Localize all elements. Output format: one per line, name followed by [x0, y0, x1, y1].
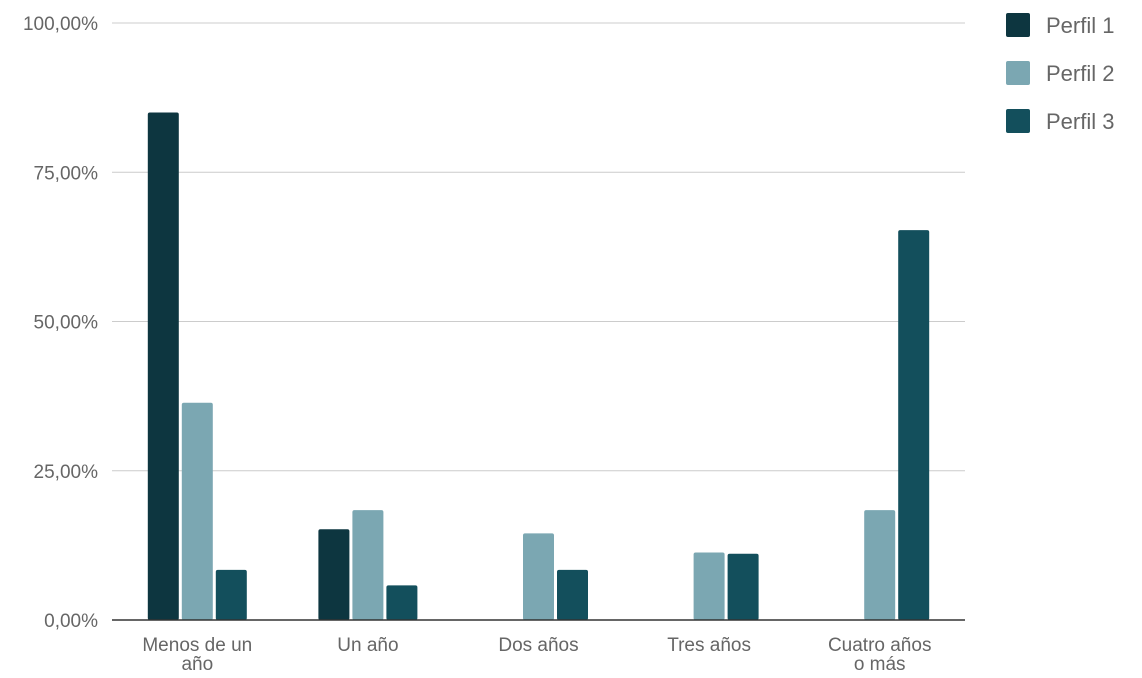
bars: [147, 112, 930, 621]
x-category-label: Tres años: [667, 635, 751, 656]
legend-swatch: [1006, 109, 1030, 133]
legend-label: Perfil 2: [1046, 61, 1114, 86]
bar-perfil-2-cat-1: [352, 510, 384, 620]
bar-perfil-3-cat-0: [215, 569, 247, 620]
legend-swatch: [1006, 61, 1030, 85]
x-category-label: Menos de un año: [142, 635, 252, 675]
y-tick-label: 25,00%: [34, 462, 99, 483]
x-axis-labels: Menos de un año Un año Dos años Tres años Cua…: [142, 635, 931, 675]
y-tick-label: 0,00%: [44, 611, 98, 632]
x-category-label-line: año: [181, 654, 213, 675]
bar-perfil-2-cat-0: [181, 402, 213, 620]
y-axis-ticks: 0,00% 25,00% 50,00% 75,00% 100,00%: [23, 14, 98, 632]
bar-perfil-3-cat-1: [386, 585, 418, 620]
bar-perfil-2-cat-4: [864, 510, 896, 620]
x-category-label-line: Cuatro años: [828, 635, 932, 656]
bar-perfil-1-cat-1: [318, 529, 350, 620]
legend-label: Perfil 1: [1046, 13, 1114, 38]
bar-perfil-3-cat-4: [898, 230, 930, 620]
x-category-label: Un año: [337, 635, 398, 656]
y-tick-label: 75,00%: [34, 163, 99, 184]
legend-swatch: [1006, 13, 1030, 37]
legend-label: Perfil 3: [1046, 109, 1114, 134]
y-tick-label: 100,00%: [23, 14, 98, 35]
x-category-label-line: Un año: [337, 635, 398, 656]
bar-perfil-3-cat-2: [557, 569, 588, 620]
x-category-label: Cuatro años o más: [828, 635, 932, 675]
x-category-label-line: Tres años: [667, 635, 751, 656]
bar-perfil-2-cat-2: [523, 533, 554, 620]
x-category-label-line: o más: [854, 654, 906, 675]
bar-perfil-3-cat-3: [727, 553, 759, 620]
gridlines: [112, 22, 965, 472]
legend: Perfil 1 Perfil 2 Perfil 3: [1006, 13, 1114, 134]
x-category-label: Dos años: [498, 635, 578, 656]
y-tick-label: 50,00%: [34, 313, 99, 334]
x-category-label-line: Menos de un: [142, 635, 252, 656]
x-category-label-line: Dos años: [498, 635, 578, 656]
bar-perfil-1-cat-0: [147, 112, 179, 621]
bar-perfil-2-cat-3: [693, 552, 725, 620]
